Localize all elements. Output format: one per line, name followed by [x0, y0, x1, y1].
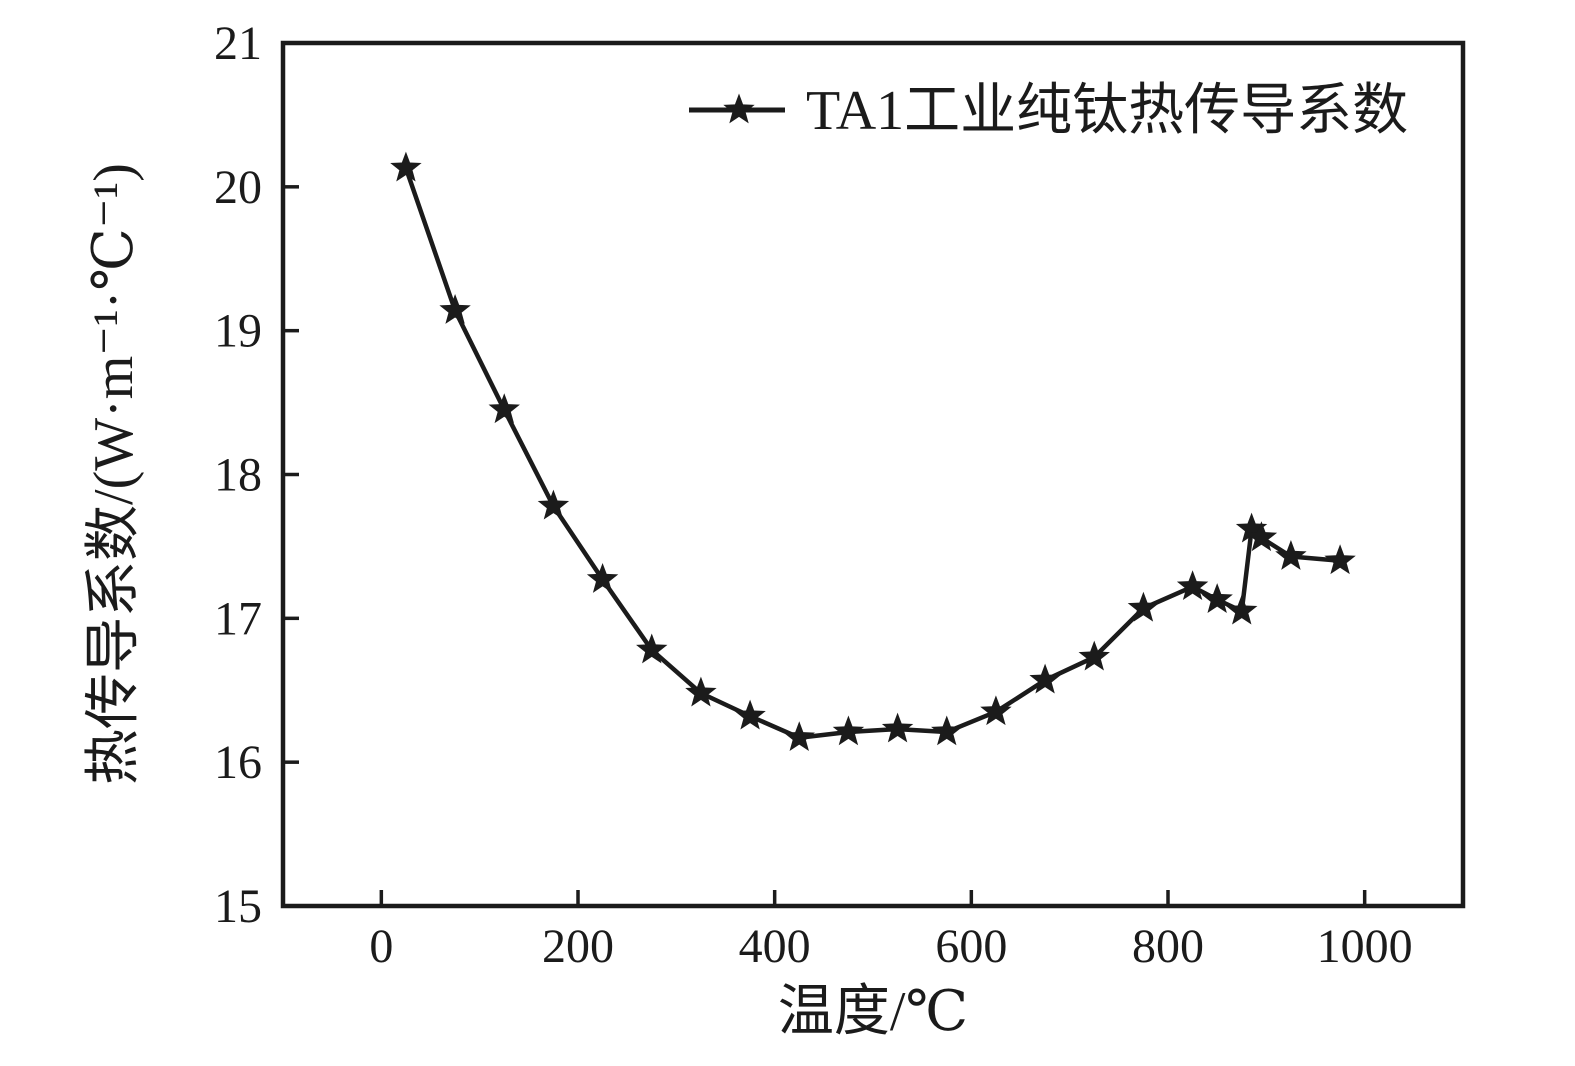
data-point-star	[734, 699, 766, 730]
y-tick-label: 15	[214, 880, 262, 933]
y-axis-title: 热传导系数/(W·m⁻¹·℃⁻¹)	[83, 163, 145, 785]
data-point-star	[1275, 539, 1307, 570]
data-point-star	[439, 294, 471, 324]
x-tick-label: 400	[739, 920, 811, 973]
legend-label: TA1工业纯钛热传导系数	[806, 80, 1408, 142]
data-point-star	[1176, 570, 1209, 601]
data-point-star	[1245, 521, 1278, 552]
x-tick-label: 200	[542, 920, 614, 973]
x-axis-title: 温度/℃	[778, 981, 968, 1043]
data-point-star	[1201, 583, 1233, 613]
legend-star-icon	[723, 93, 755, 124]
legend: TA1工业纯钛热传导系数	[689, 80, 1408, 142]
y-tick-label: 16	[214, 736, 262, 789]
x-tick-label: 0	[369, 920, 393, 973]
data-point-star	[1226, 594, 1258, 625]
data-point-star	[1029, 663, 1061, 694]
x-tick-label: 600	[935, 920, 1007, 973]
x-tick-label: 1000	[1317, 920, 1413, 973]
y-tick-label: 21	[214, 17, 262, 70]
data-point-star	[636, 633, 668, 664]
y-tick-label: 20	[214, 161, 262, 214]
series-line	[403, 167, 1341, 740]
data-point-star	[783, 721, 815, 752]
data-point-star	[832, 715, 865, 746]
y-tick-label: 18	[214, 449, 262, 502]
y-tick-label: 17	[214, 592, 262, 645]
data-point-star	[537, 489, 570, 520]
data-point-star	[931, 715, 963, 746]
data-point-star	[685, 676, 717, 707]
y-tick-label: 19	[214, 305, 262, 358]
data-point-star	[390, 151, 422, 182]
data-point-star	[881, 712, 914, 743]
data-point-star	[1324, 544, 1356, 575]
data-point-star	[1078, 640, 1110, 671]
data-point-star	[488, 393, 520, 424]
plot-area: 0 200 400 600 800 1000 15 16 17 18 19 20 21	[214, 17, 1466, 973]
x-tick-label: 800	[1132, 920, 1204, 973]
data-point-star	[980, 695, 1012, 726]
data-point-star	[1127, 591, 1160, 622]
data-point-star	[586, 563, 619, 593]
plot-frame	[280, 40, 1466, 909]
data-point-star	[1235, 512, 1268, 543]
